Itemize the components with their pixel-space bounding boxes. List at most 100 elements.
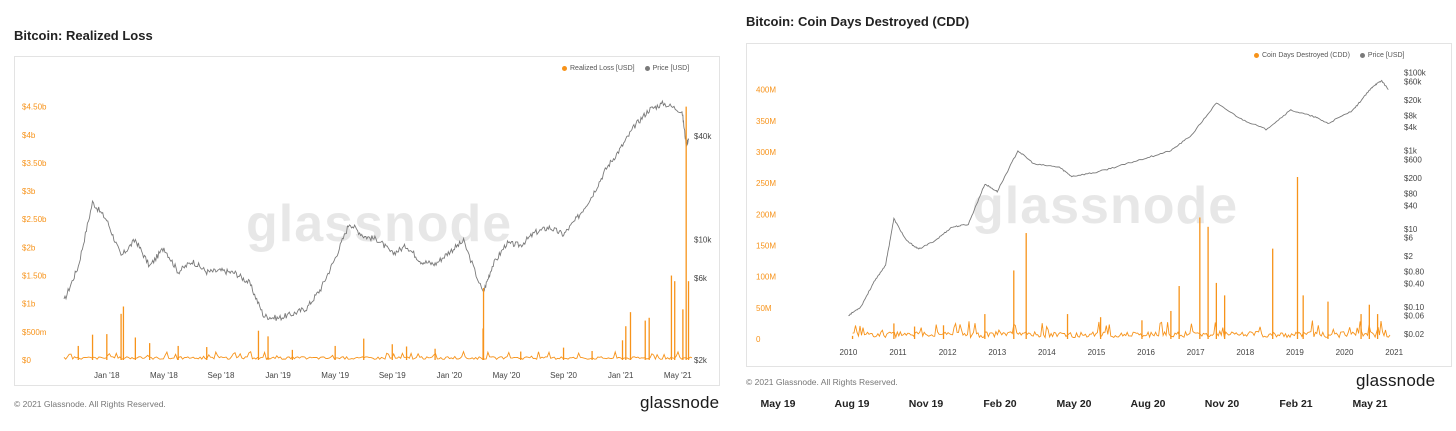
x-tick-label: 2012 [939, 348, 957, 357]
y-right-tick-label: $10k [694, 236, 712, 245]
x-tick-label: 2015 [1088, 348, 1106, 357]
watermark: glassnode [972, 177, 1239, 235]
chart-frame [746, 43, 1452, 367]
x-tick-label: May '21 [664, 371, 692, 380]
x-tick-label: Jan '18 [94, 371, 120, 380]
y-left-tick-label: $3.50b [22, 159, 47, 168]
legend-label: Price [USD] [1367, 52, 1405, 59]
y-left-tick-label: 350M [756, 117, 776, 126]
x-tick-label: 2010 [840, 348, 858, 357]
y-right-tick-label: $0.80 [1404, 268, 1425, 277]
timeline-label: May 21 [1352, 398, 1388, 410]
y-right-tick-label: $6 [1404, 233, 1413, 242]
y-left-tick-label: $3b [22, 187, 36, 196]
y-right-tick-label: $0.10 [1404, 303, 1425, 312]
y-right-tick-label: $20k [1404, 96, 1422, 105]
timeline-label: Aug 20 [1130, 398, 1166, 410]
brand-logo: glassnode [640, 393, 720, 412]
x-tick-label: 2020 [1336, 348, 1354, 357]
x-tick-label: Jan '19 [265, 371, 291, 380]
y-right-tick-label: $0.06 [1404, 311, 1425, 320]
x-tick-label: Sep '19 [379, 371, 406, 380]
timeline-axis: May 19 Aug 19 Nov 19 Feb 20 May 20 Aug 20 Nov … [728, 398, 1456, 422]
copyright-text: © 2021 Glassnode. All Rights Reserved. [746, 377, 898, 387]
x-tick-label: 2018 [1236, 348, 1254, 357]
price-line [848, 79, 1389, 317]
x-tick-label: Sep '18 [208, 371, 235, 380]
y-left-tick-label: $1b [22, 300, 36, 309]
y-left-tick-label: 150M [756, 242, 776, 251]
y-right-tick-label: $600 [1404, 155, 1422, 164]
copyright-text: © 2021 Glassnode. All Rights Reserved. [14, 399, 166, 409]
legend-label: Coin Days Destroyed (CDD) [1262, 52, 1350, 59]
x-tick-label: Jan '21 [608, 371, 634, 380]
y-right-tick-label: $0.40 [1404, 279, 1425, 288]
y-right-tick-label: $0.02 [1404, 330, 1425, 339]
price-line [63, 99, 689, 322]
x-tick-label: 2017 [1187, 348, 1205, 357]
x-tick-label: 2011 [889, 348, 907, 357]
realized-loss-panel: Bitcoin: Realized Loss glassnode Realize… [14, 28, 720, 412]
legend-item[interactable]: Price [USD] [1359, 52, 1405, 59]
x-tick-label: May '18 [150, 371, 178, 380]
watermark: glassnode [246, 195, 513, 253]
timeline-label: Feb 21 [1279, 398, 1313, 410]
legend-swatch [1254, 53, 1259, 58]
legend-label: Price [USD] [652, 65, 690, 72]
brand-logo: glassnode [1356, 371, 1436, 390]
y-right-tick-label: $40k [694, 132, 712, 141]
y-left-tick-label: 250M [756, 179, 776, 188]
y-right-tick-label: $2k [694, 356, 708, 365]
y-left-tick-label: 100M [756, 273, 776, 282]
x-tick-label: Jan '20 [437, 371, 463, 380]
chart-legend: Coin Days Destroyed (CDD) Price [USD] [1254, 52, 1404, 59]
y-left-tick-label: 200M [756, 210, 776, 219]
y-right-tick-label: $2 [1404, 252, 1413, 261]
timeline-label: Nov 19 [908, 398, 944, 410]
y-right-tick-label: $60k [1404, 77, 1422, 86]
y-right-tick-label: $1k [1404, 147, 1418, 156]
legend-label: Realized Loss [USD] [570, 65, 635, 72]
y-left-tick-label: 300M [756, 148, 776, 157]
y-left-tick-label: $4.50b [22, 103, 47, 112]
x-tick-label: 2013 [988, 348, 1006, 357]
y-right-tick-label: $100k [1404, 69, 1427, 78]
y-left-tick-label: $0 [22, 356, 31, 365]
y-right-tick-label: $200 [1404, 174, 1422, 183]
y-left-tick-label: 400M [756, 86, 776, 95]
timeline-label: May 19 [760, 398, 796, 410]
y-right-tick-label: $10 [1404, 225, 1418, 234]
chart-frame [14, 56, 720, 386]
legend-item[interactable]: Realized Loss [USD] [562, 65, 635, 72]
y-right-tick-label: $6k [694, 274, 708, 283]
legend-swatch [1359, 53, 1365, 58]
x-tick-label: May '19 [321, 371, 349, 380]
cdd-panel: Bitcoin: Coin Days Destroyed (CDD) glass… [728, 0, 1456, 431]
x-tick-label: May '20 [493, 371, 521, 380]
chart-legend: Realized Loss [USD] Price [USD] [562, 65, 689, 72]
series-baseline-line [63, 350, 693, 361]
y-left-tick-label: $500m [22, 328, 47, 337]
y-right-tick-label: $8k [1404, 111, 1418, 120]
x-tick-label: 2014 [1038, 348, 1056, 357]
series-baseline-line [852, 320, 1391, 339]
y-left-tick-label: $1.50b [22, 272, 47, 281]
y-left-tick-label: 0 [756, 335, 761, 344]
x-tick-label: Sep '20 [550, 371, 577, 380]
legend-item[interactable]: Coin Days Destroyed (CDD) [1254, 52, 1350, 59]
y-left-tick-label: $2b [22, 243, 36, 252]
x-tick-label: 2021 [1385, 348, 1403, 357]
y-left-tick-label: $4b [22, 131, 36, 140]
legend-swatch [644, 66, 650, 71]
legend-swatch [562, 66, 567, 71]
realized-loss-chart: $0 $500m $1b $1.50b $2b $2.50b $3b $3.50b $4b $4.… [22, 99, 712, 380]
cdd-chart: 0 50M 100M 150M 200M 250M 300M 350M 400M $0.02 $0.… [756, 69, 1427, 357]
y-right-tick-label: $40 [1404, 201, 1418, 210]
y-left-tick-label: $2.50b [22, 215, 47, 224]
timeline-label: Aug 19 [834, 398, 870, 410]
timeline-label: Feb 20 [983, 398, 1017, 410]
timeline-label: May 20 [1056, 398, 1092, 410]
legend-item[interactable]: Price [USD] [644, 65, 690, 72]
timeline-label: Nov 20 [1204, 398, 1240, 410]
y-right-tick-label: $80 [1404, 190, 1418, 199]
